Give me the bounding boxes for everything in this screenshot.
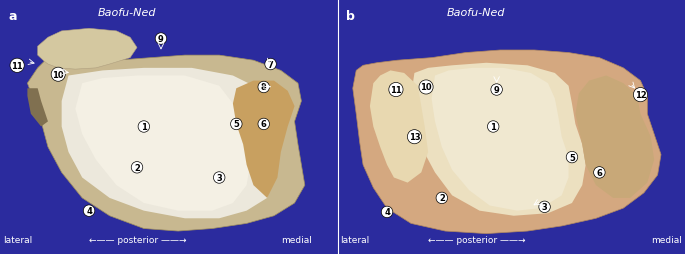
Text: 5: 5 <box>234 120 239 129</box>
Text: medial: medial <box>281 235 312 244</box>
Text: Baofu-Ned: Baofu-Ned <box>447 8 506 18</box>
Text: 9: 9 <box>494 86 499 95</box>
Polygon shape <box>353 51 661 234</box>
Text: 10: 10 <box>421 83 432 92</box>
Polygon shape <box>27 56 305 231</box>
Text: 2: 2 <box>134 163 140 172</box>
Text: 7: 7 <box>268 60 273 69</box>
Polygon shape <box>62 69 274 218</box>
Text: 6: 6 <box>261 120 266 129</box>
Text: 11: 11 <box>390 86 402 95</box>
Text: ←—— posterior ——→: ←—— posterior ——→ <box>428 235 525 244</box>
Text: 6: 6 <box>597 168 602 177</box>
Polygon shape <box>411 64 586 216</box>
Text: b: b <box>346 10 355 23</box>
Polygon shape <box>27 89 48 127</box>
Text: 1: 1 <box>141 122 147 132</box>
Text: 5: 5 <box>569 153 575 162</box>
Text: 4: 4 <box>384 208 390 217</box>
Text: 4: 4 <box>86 206 92 215</box>
Text: a: a <box>8 10 16 23</box>
Polygon shape <box>233 81 295 198</box>
Text: 1: 1 <box>490 122 496 132</box>
Text: lateral: lateral <box>3 235 33 244</box>
Text: 11: 11 <box>11 61 23 71</box>
Text: lateral: lateral <box>340 235 370 244</box>
Text: Baofu-Ned: Baofu-Ned <box>97 8 156 18</box>
Text: 9: 9 <box>158 35 164 44</box>
Text: 10: 10 <box>53 70 64 80</box>
Text: 12: 12 <box>634 91 647 100</box>
Text: ←—— posterior ——→: ←—— posterior ——→ <box>89 235 186 244</box>
Text: medial: medial <box>651 235 682 244</box>
Text: 8: 8 <box>261 83 266 92</box>
Text: 2: 2 <box>439 194 445 203</box>
Text: 3: 3 <box>216 173 222 182</box>
Polygon shape <box>575 76 654 198</box>
Text: 13: 13 <box>409 133 420 142</box>
Polygon shape <box>370 71 428 183</box>
Polygon shape <box>432 69 569 211</box>
Polygon shape <box>38 29 137 70</box>
Text: 3: 3 <box>542 202 547 212</box>
Polygon shape <box>75 76 250 211</box>
